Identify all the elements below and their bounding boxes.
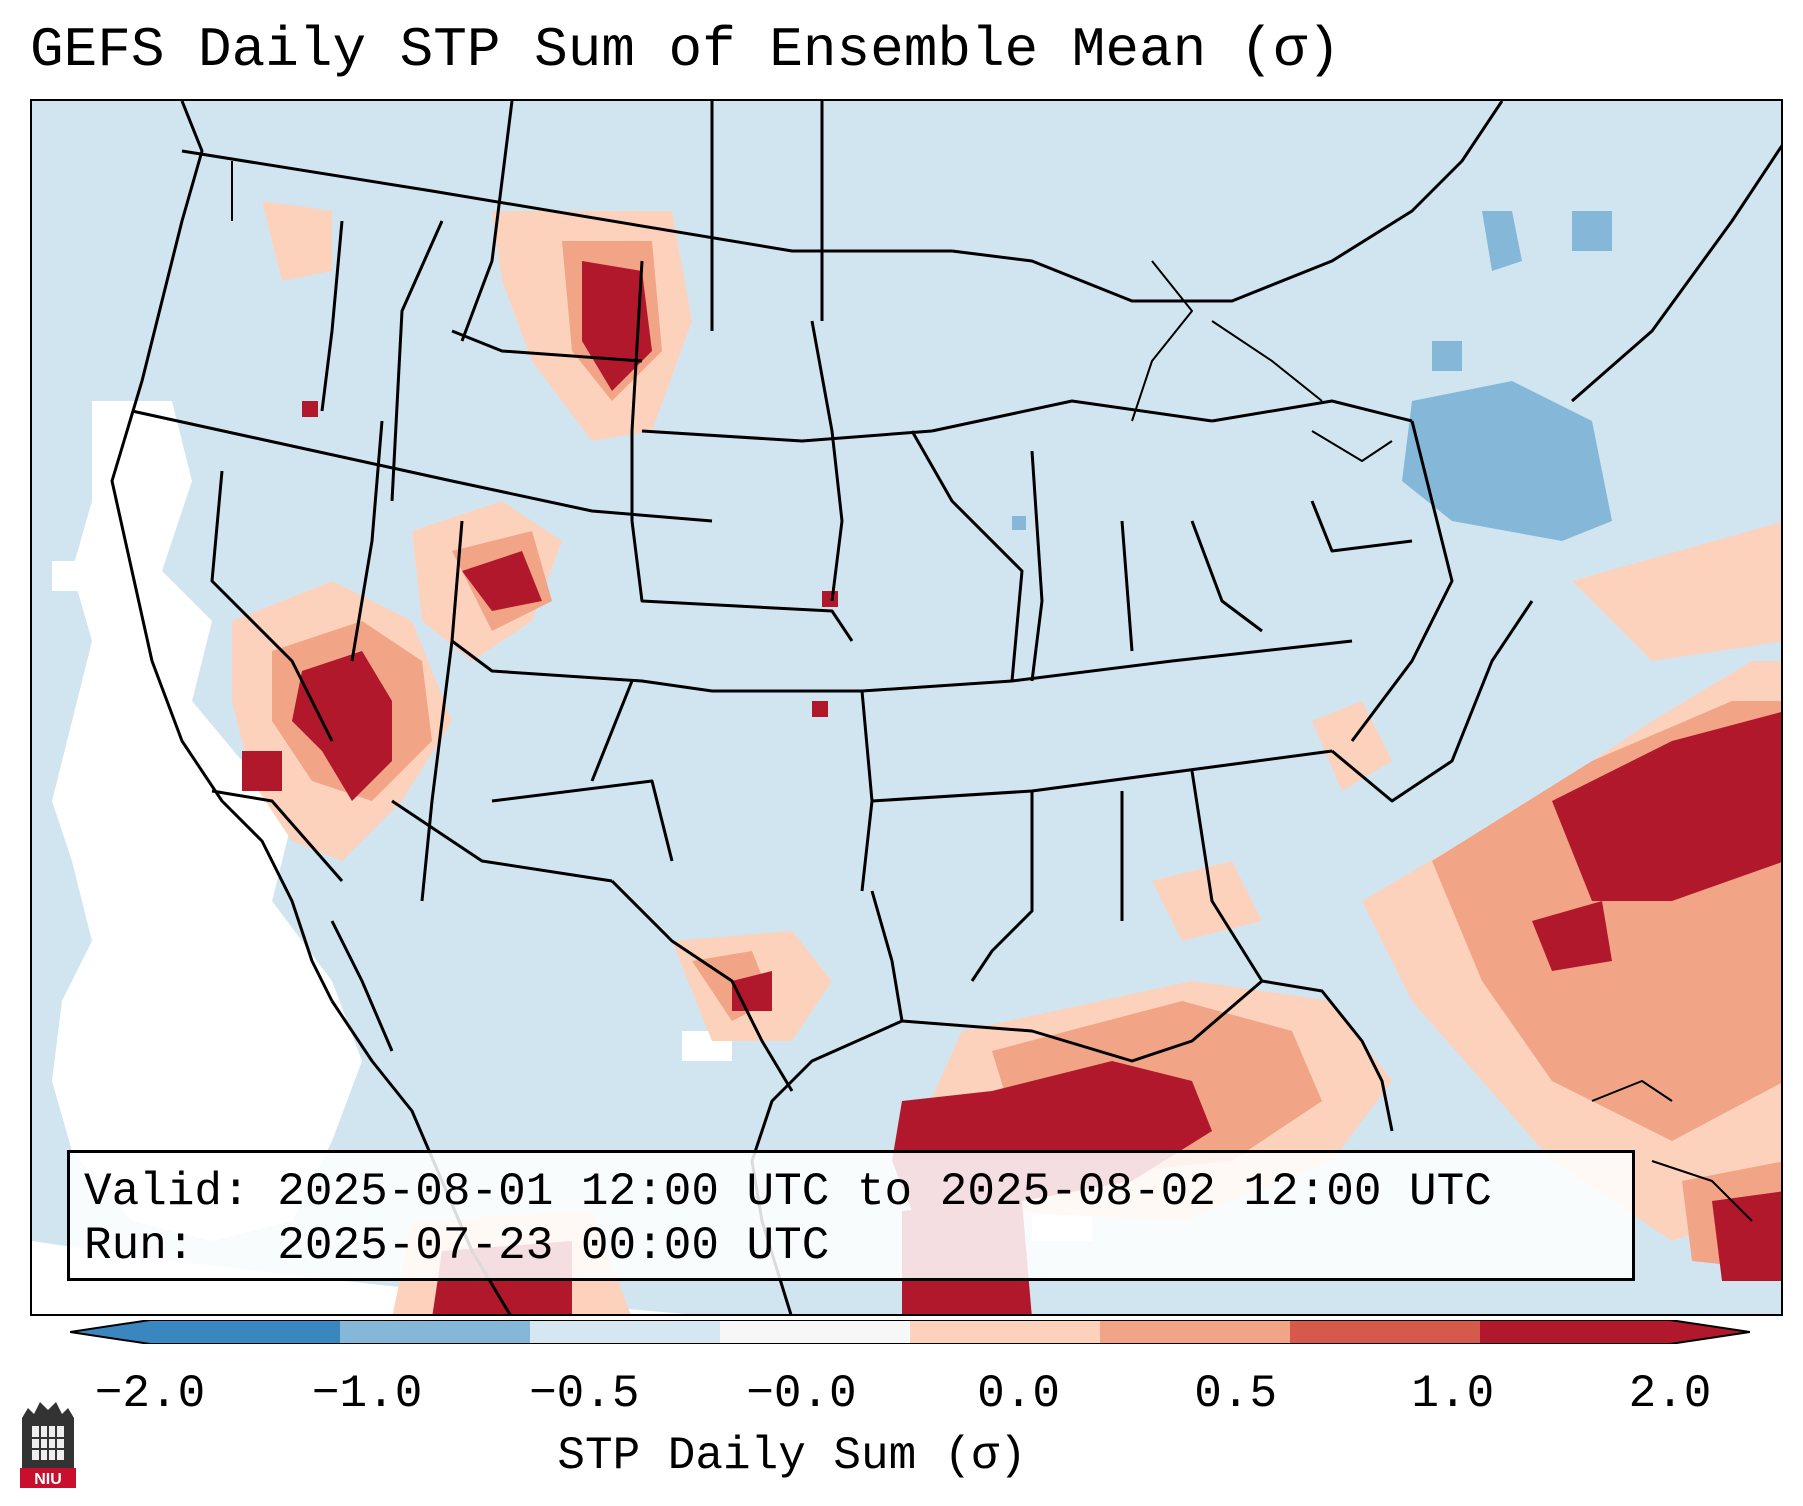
colorbar-tick-label: 1.0 [1411, 1368, 1495, 1420]
colorbar-extend-low [70, 1320, 150, 1344]
logo-text: NIU [34, 1471, 62, 1488]
colorbar-tick-label: −0.5 [529, 1368, 640, 1420]
map-svg [32, 101, 1781, 1314]
colorbar-segment [150, 1320, 341, 1344]
colorbar-segment [1290, 1320, 1481, 1344]
run-label: Run: [84, 1220, 195, 1272]
valid-value: 2025-08-01 12:00 UTC to 2025-08-02 12:00… [277, 1166, 1492, 1218]
colorbar-tick-label: −0.0 [746, 1368, 857, 1420]
info-box: Valid: 2025-08-01 12:00 UTC to 2025-08-0… [67, 1150, 1635, 1281]
map-panel [30, 99, 1783, 1316]
colorbar-segment [910, 1320, 1101, 1344]
colorbar-tick-label: 0.0 [977, 1368, 1060, 1420]
colorbar-segment [530, 1320, 721, 1344]
colorbar-tick-label: −2.0 [94, 1368, 206, 1420]
chart-title: GEFS Daily STP Sum of Ensemble Mean (σ) [30, 18, 1341, 82]
colorbar-segment [1480, 1320, 1671, 1344]
colorbar [70, 1320, 1750, 1344]
colorbar-segment [1100, 1320, 1291, 1344]
valid-label: Valid: [84, 1166, 250, 1218]
negative-regions [1012, 211, 1612, 541]
colorbar-tick-label: −1.0 [311, 1368, 423, 1420]
projection-edge-sw [32, 1241, 686, 1314]
run-value: 2025-07-23 00:00 UTC [277, 1220, 830, 1272]
colorbar-tick-label: 0.5 [1194, 1368, 1278, 1420]
colorbar-label: STP Daily Sum (σ) [557, 1430, 1027, 1482]
colorbar-tick-label: 2.0 [1628, 1368, 1712, 1420]
niu-logo-icon: NIU [20, 1402, 76, 1488]
colorbar-segment [720, 1320, 911, 1344]
colorbar-extend-high [1670, 1320, 1750, 1344]
colorbar-segment [340, 1320, 531, 1344]
